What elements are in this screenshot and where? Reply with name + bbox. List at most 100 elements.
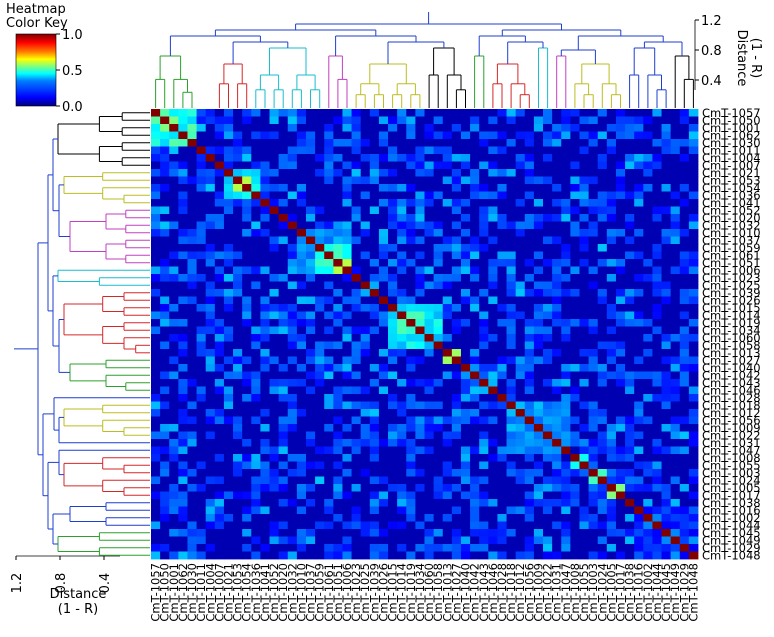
heatmap-cell [634, 506, 644, 515]
heatmap-cell [488, 154, 498, 162]
heatmap-cell [388, 454, 398, 462]
left-axis-tick-1-2: 1.2 [10, 573, 25, 594]
heatmap-cell [634, 469, 644, 477]
heatmap-cell [406, 124, 416, 132]
heatmap-cell [223, 221, 234, 230]
heatmap-cell [324, 266, 334, 275]
heatmap-cell [625, 199, 635, 207]
heatmap-cell [351, 296, 362, 305]
heatmap-cell [287, 221, 298, 230]
heatmap-cell [552, 476, 562, 485]
heatmap-cell [479, 244, 489, 252]
heatmap-cell [670, 244, 681, 252]
heatmap-cell [333, 199, 343, 207]
heatmap-cell [451, 326, 462, 335]
heatmap-cell [324, 304, 334, 312]
heatmap-cell [160, 551, 170, 560]
heatmap-cell [287, 124, 298, 132]
heatmap-cell [597, 379, 608, 387]
heatmap-cell [360, 364, 371, 372]
heatmap-cell [169, 341, 179, 350]
heatmap-cell [670, 491, 681, 500]
heatmap-cell [488, 536, 498, 545]
heatmap-cell [688, 319, 699, 327]
heatmap-cell [251, 169, 261, 177]
heatmap-cell [242, 461, 252, 470]
heatmap-cell [615, 446, 626, 455]
heatmap-cell [315, 529, 325, 537]
heatmap-cell [397, 364, 407, 372]
heatmap-cell [315, 439, 325, 447]
heatmap-cell [515, 199, 526, 207]
heatmap-cell [506, 349, 517, 357]
heatmap-cell [524, 379, 535, 387]
heatmap-cell [515, 131, 526, 140]
heatmap-cell [187, 469, 197, 477]
heatmap-cell [324, 424, 334, 432]
heatmap-cell [260, 244, 270, 252]
heatmap-cell [615, 154, 626, 162]
heatmap-cell [169, 206, 179, 215]
heatmap-cell [178, 334, 188, 342]
heatmap-cell [561, 146, 571, 155]
heatmap-cell [524, 499, 535, 507]
heatmap-cell [570, 109, 580, 117]
heatmap-cell [187, 499, 197, 507]
heatmap-cell [178, 431, 188, 440]
heatmap-cell [287, 176, 298, 185]
heatmap-cell [378, 484, 389, 492]
heatmap-cell [488, 199, 498, 207]
heatmap-cell [625, 364, 635, 372]
heatmap-cell [233, 116, 243, 125]
heatmap-cell [479, 499, 489, 507]
heatmap-cell [460, 506, 471, 515]
heatmap-cell [442, 124, 453, 132]
heatmap-cell [533, 439, 544, 447]
heatmap-cell [242, 296, 252, 305]
heatmap-cell [488, 364, 498, 372]
heatmap-cell [533, 461, 544, 470]
heatmap-cell [470, 259, 480, 267]
heatmap-cell [433, 536, 444, 545]
heatmap-cell [451, 416, 462, 425]
heatmap-cell [223, 206, 234, 215]
heatmap-cell [661, 199, 672, 207]
heatmap-cell [315, 341, 325, 350]
heatmap-cell [324, 251, 334, 260]
heatmap-cell [351, 431, 362, 440]
heatmap-cell [214, 244, 225, 252]
heatmap-cell [679, 169, 690, 177]
heatmap-cell [214, 364, 225, 372]
heatmap-cell [315, 154, 325, 162]
heatmap-cell [451, 536, 462, 545]
heatmap-cell [479, 484, 489, 492]
heatmap-cell [552, 431, 562, 440]
heatmap-cell [451, 214, 462, 222]
heatmap-cell [606, 154, 617, 162]
heatmap-cell [488, 259, 498, 267]
heatmap-cell [570, 311, 580, 320]
heatmap-cell [679, 371, 690, 380]
heatmap-cell [397, 326, 407, 335]
heatmap-cell [397, 469, 407, 477]
heatmap-cell [324, 454, 334, 462]
heatmap-cell [360, 116, 371, 125]
heatmap-cell [278, 259, 289, 267]
heatmap-cell [533, 454, 544, 462]
heatmap-cell [160, 536, 170, 545]
heatmap-cell [315, 379, 325, 387]
heatmap-cell [287, 116, 298, 125]
heatmap-cell [451, 221, 462, 230]
heatmap-cell [470, 446, 480, 455]
heatmap-cell [424, 469, 435, 477]
heatmap-cell [625, 484, 635, 492]
heatmap-cell [369, 326, 380, 335]
heatmap-cell [169, 259, 179, 267]
heatmap-cell [324, 401, 334, 410]
heatmap-cell [597, 116, 608, 125]
heatmap-cell [479, 394, 489, 402]
heatmap-cell [214, 469, 225, 477]
heatmap-cell [278, 319, 289, 327]
heatmap-cell [561, 131, 571, 140]
heatmap-cell [351, 304, 362, 312]
